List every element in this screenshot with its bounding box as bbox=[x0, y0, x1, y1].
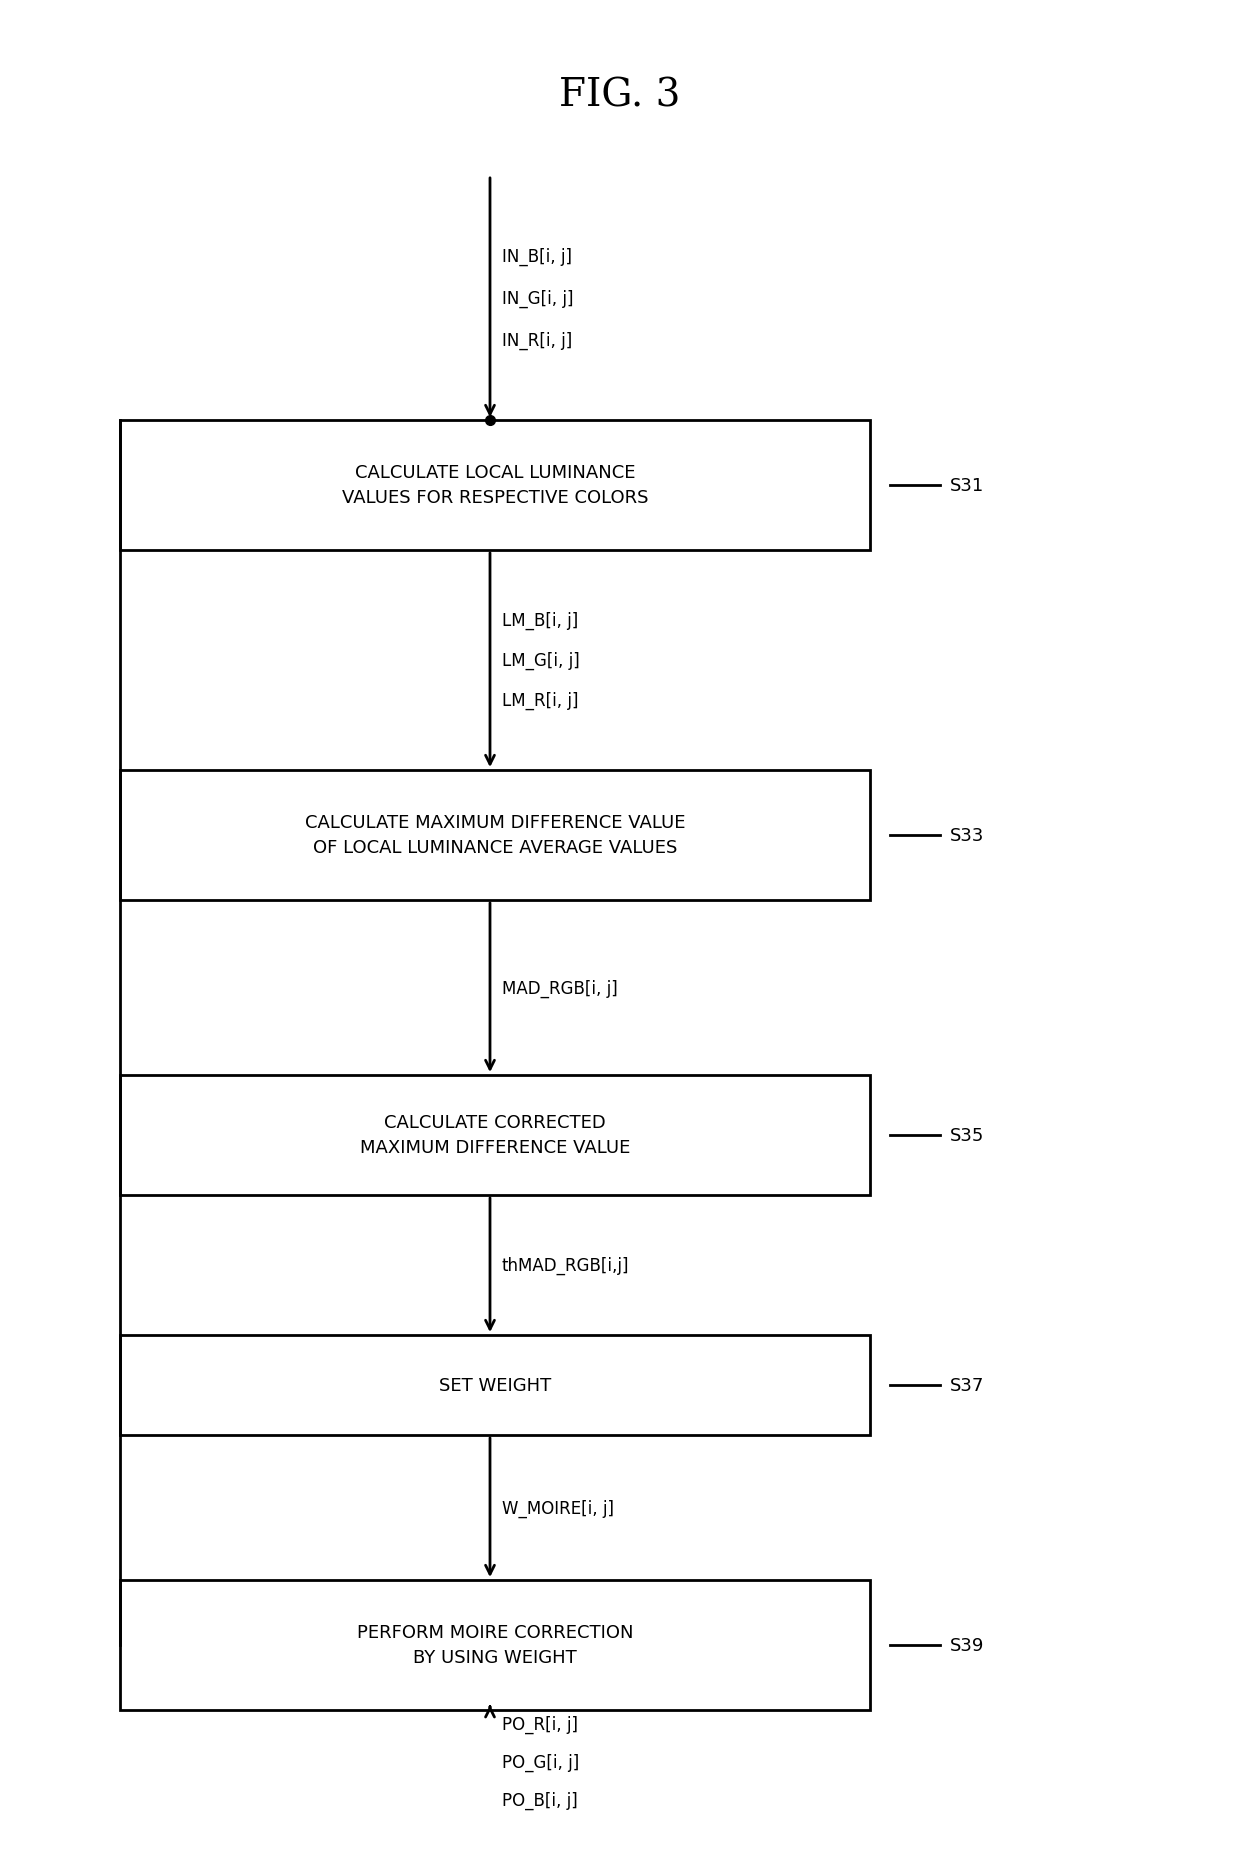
Text: IN_R[i, j]: IN_R[i, j] bbox=[502, 332, 572, 349]
Text: S33: S33 bbox=[950, 827, 985, 844]
Text: S35: S35 bbox=[950, 1126, 985, 1145]
Text: S37: S37 bbox=[950, 1376, 985, 1395]
Text: CALCULATE MAXIMUM DIFFERENCE VALUE
OF LOCAL LUMINANCE AVERAGE VALUES: CALCULATE MAXIMUM DIFFERENCE VALUE OF LO… bbox=[305, 814, 686, 857]
Text: LM_B[i, j]: LM_B[i, j] bbox=[502, 612, 578, 631]
Text: PERFORM MOIRE CORRECTION
BY USING WEIGHT: PERFORM MOIRE CORRECTION BY USING WEIGHT bbox=[357, 1623, 634, 1666]
Bar bbox=[120, 1336, 870, 1436]
Text: W_MOIRE[i, j]: W_MOIRE[i, j] bbox=[502, 1499, 614, 1517]
Text: CALCULATE CORRECTED
MAXIMUM DIFFERENCE VALUE: CALCULATE CORRECTED MAXIMUM DIFFERENCE V… bbox=[360, 1113, 630, 1158]
Bar bbox=[120, 421, 870, 551]
Bar bbox=[120, 1580, 870, 1710]
Bar bbox=[120, 770, 870, 900]
Text: S31: S31 bbox=[950, 477, 985, 495]
Text: PO_G[i, j]: PO_G[i, j] bbox=[502, 1753, 579, 1772]
Text: FIG. 3: FIG. 3 bbox=[559, 78, 681, 115]
Text: IN_B[i, j]: IN_B[i, j] bbox=[502, 247, 572, 265]
Text: S39: S39 bbox=[950, 1636, 985, 1655]
Text: SET WEIGHT: SET WEIGHT bbox=[439, 1376, 551, 1395]
Text: PO_B[i, j]: PO_B[i, j] bbox=[502, 1792, 578, 1809]
Text: LM_R[i, j]: LM_R[i, j] bbox=[502, 692, 579, 710]
Text: LM_G[i, j]: LM_G[i, j] bbox=[502, 651, 580, 670]
Bar bbox=[120, 1076, 870, 1195]
Text: MAD_RGB[i, j]: MAD_RGB[i, j] bbox=[502, 979, 618, 998]
Text: CALCULATE LOCAL LUMINANCE
VALUES FOR RESPECTIVE COLORS: CALCULATE LOCAL LUMINANCE VALUES FOR RES… bbox=[342, 464, 649, 506]
Text: thMAD_RGB[i,j]: thMAD_RGB[i,j] bbox=[502, 1256, 630, 1274]
Text: IN_G[i, j]: IN_G[i, j] bbox=[502, 289, 573, 308]
Text: PO_R[i, j]: PO_R[i, j] bbox=[502, 1716, 578, 1733]
